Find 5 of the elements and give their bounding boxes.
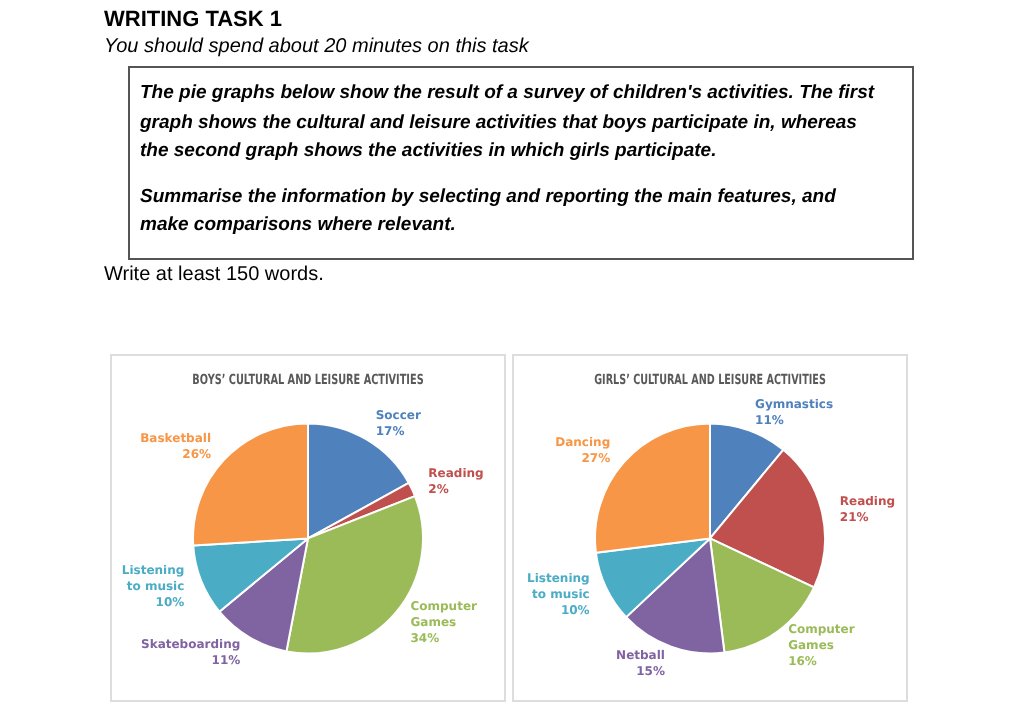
text: The pie graphs below show the result of a survey of children's activities. The first graph shows the cultural and leisure activities that boys participate in, whereas the second graph shows the activities in which girls participate. <box>140 80 877 166</box>
text: Summarise the information by selecting and reporting the main features, and make comparisons where relevant. <box>140 183 838 240</box>
text: Write at least 150 words. <box>104 263 326 287</box>
text: WRITING TASK 1 <box>104 8 285 34</box>
text: You should spend about 20 minutes on this task <box>104 36 531 60</box>
